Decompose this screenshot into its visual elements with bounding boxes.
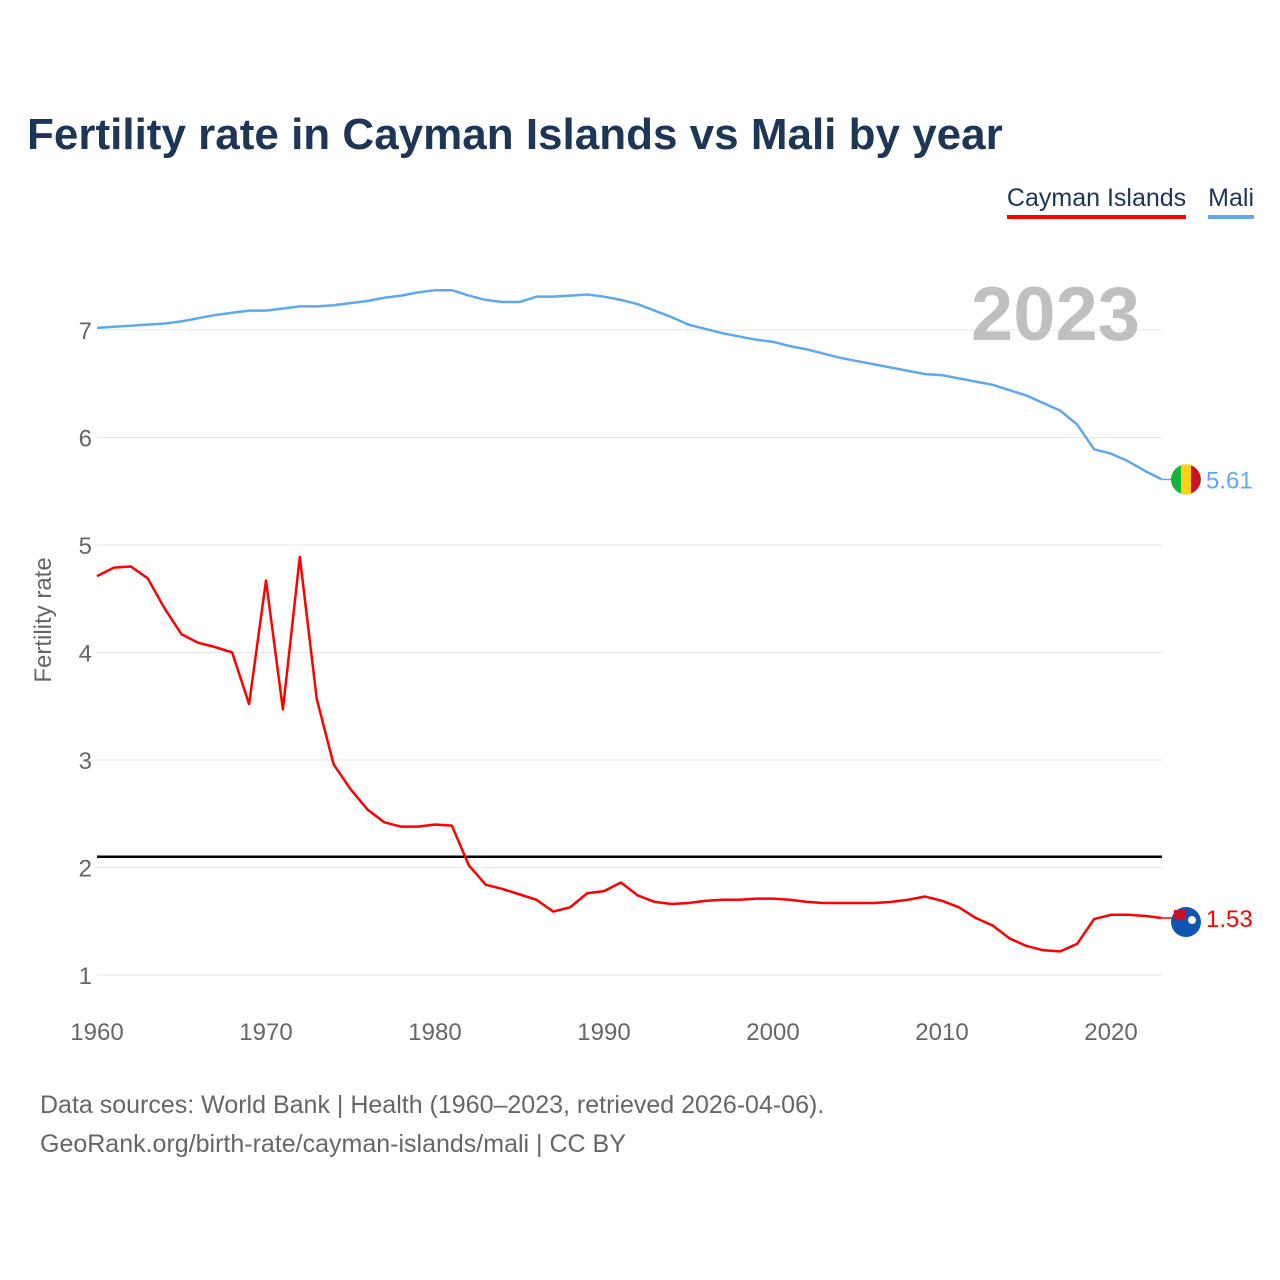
x-tick-label: 2020 — [1084, 1019, 1137, 1046]
x-tick-label: 1980 — [408, 1019, 461, 1046]
end-value-label: 5.61 — [1206, 467, 1253, 494]
year-watermark: 2023 — [971, 272, 1140, 357]
mali-flag-stripe — [1181, 464, 1191, 495]
legend: Cayman Islands Mali — [1006, 184, 1254, 219]
series-line-mali[interactable] — [96, 288, 1163, 481]
end-value-label: 1.53 — [1206, 906, 1253, 933]
x-tick-label: 1970 — [239, 1019, 292, 1046]
y-tick-label: 7 — [79, 318, 92, 345]
flag-union-jack — [1174, 910, 1186, 920]
mali-flag-stripe — [1191, 465, 1201, 494]
y-tick-label: 2 — [79, 856, 92, 883]
y-axis-label: Fertility rate — [30, 557, 57, 682]
data-source: Data sources: World Bank | Health (1960–… — [40, 1091, 825, 1119]
y-tick-label: 5 — [79, 533, 92, 560]
footer: Data sources: World Bank | Health (1960–… — [40, 1086, 824, 1164]
x-tick-label: 1990 — [577, 1019, 630, 1046]
y-tick-label: 4 — [79, 641, 92, 668]
legend-mali[interactable]: Mali — [1208, 184, 1254, 219]
series-line-cayman-islands[interactable] — [96, 555, 1162, 953]
x-tick-label: 1960 — [70, 1019, 123, 1046]
x-tick-label: 2000 — [746, 1019, 799, 1046]
chart-title: Fertility rate in Cayman Islands vs Mali… — [27, 110, 1003, 159]
flag-crest — [1188, 916, 1196, 925]
legend-cayman-islands[interactable]: Cayman Islands — [1006, 184, 1187, 219]
source-link[interactable]: GeoRank.org/birth-rate/cayman-islands/ma… — [40, 1130, 626, 1158]
x-tick-label: 2010 — [915, 1019, 968, 1046]
y-tick-label: 6 — [79, 426, 92, 453]
y-tick-label: 3 — [79, 748, 92, 775]
y-tick-label: 1 — [79, 963, 92, 990]
